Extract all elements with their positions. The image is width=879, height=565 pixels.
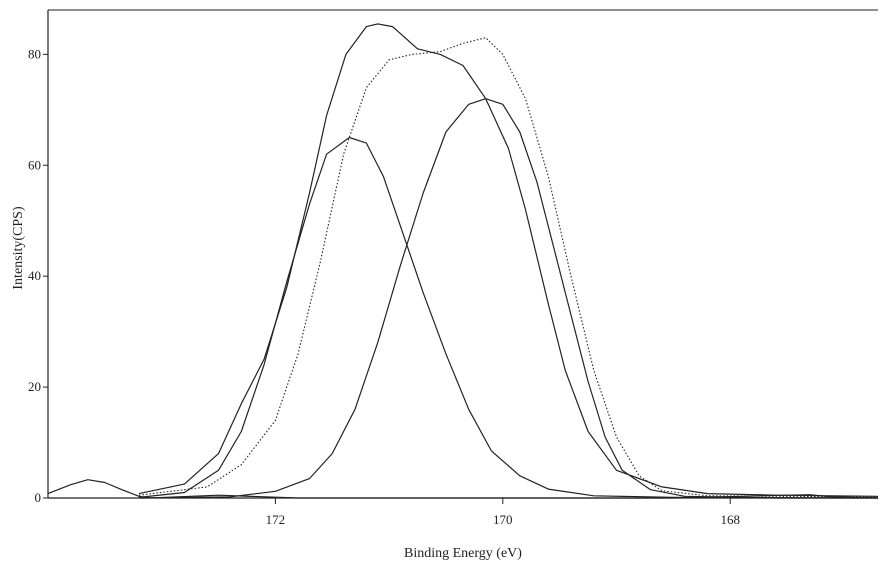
y-tick-label: 0 [35, 490, 42, 505]
y-ticks: 0 20 40 60 80 [28, 46, 48, 505]
series-line-5 [47, 479, 879, 499]
series-layer [47, 23, 879, 499]
y-tick-label: 40 [28, 268, 41, 283]
x-axis-title: Binding Energy (eV) [404, 546, 522, 561]
x-tick-label: 172 [266, 512, 286, 527]
y-tick-label: 60 [28, 157, 41, 172]
series-line-2 [138, 23, 879, 497]
x-ticks: 172 170 168 [266, 498, 740, 527]
y-axis-title: Intensity(CPS) [11, 206, 26, 290]
y-tick-label: 20 [28, 379, 41, 394]
series-line-1 [138, 37, 879, 498]
x-tick-label: 170 [493, 512, 513, 527]
plot-frame [47, 9, 878, 499]
series-line-3 [138, 136, 879, 499]
series-line-4 [138, 98, 878, 499]
x-tick-label: 168 [720, 512, 740, 527]
y-tick-label: 80 [28, 46, 41, 61]
